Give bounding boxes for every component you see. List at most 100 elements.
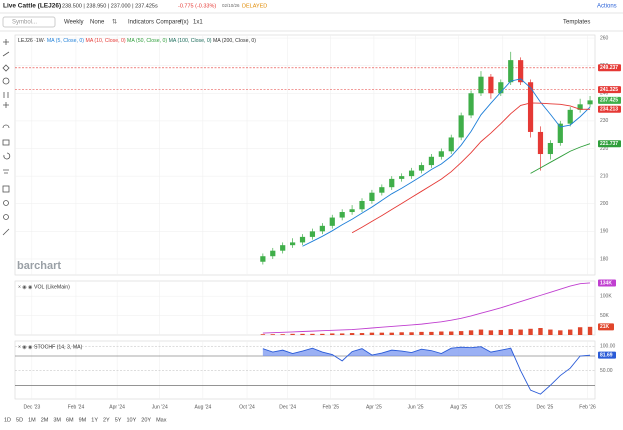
x-tick-label: Jun '25 <box>408 404 424 410</box>
measure-icon[interactable] <box>2 228 10 236</box>
delete-icon[interactable] <box>2 185 10 193</box>
price-label-box <box>598 64 621 72</box>
range-button[interactable]: 5D <box>16 417 23 423</box>
x-tick-label: Feb '25 <box>323 404 340 410</box>
y-tick-label: 190 <box>600 229 609 235</box>
text-icon[interactable] <box>3 102 9 108</box>
candle-body <box>339 212 345 218</box>
candle-body <box>379 187 385 193</box>
volume-bar <box>488 330 494 335</box>
range-button[interactable]: Max <box>156 417 167 423</box>
range-button[interactable]: 2M <box>41 417 49 423</box>
shape-icon[interactable] <box>2 64 10 72</box>
candle-body <box>399 176 405 179</box>
y-tick-label: 180 <box>600 256 609 262</box>
candle-body <box>537 131 544 155</box>
range-button[interactable]: 20Y <box>141 417 151 423</box>
candle-body <box>418 165 425 171</box>
legend: LEJ26 ·1W· MA (5, Close, 0) MA (10, Clos… <box>18 38 256 44</box>
compare-button[interactable]: Compare <box>156 20 181 26</box>
fx-button[interactable]: f(x) <box>180 20 189 26</box>
volume-bar <box>468 330 474 335</box>
candle-body <box>309 231 316 237</box>
candle-body <box>557 123 563 143</box>
range-button[interactable]: 9M <box>79 417 87 423</box>
range-button[interactable]: 5Y <box>115 417 122 423</box>
candle-body <box>290 242 296 246</box>
candle-body <box>280 245 286 251</box>
date: 02/10/26 <box>222 3 240 8</box>
zoom-out-icon[interactable] <box>3 214 9 220</box>
volume-bar <box>270 334 275 335</box>
volume-bar <box>528 328 533 335</box>
volume-bar <box>409 332 414 335</box>
volume-bar <box>369 332 375 335</box>
search-box[interactable] <box>2 16 56 28</box>
legend-icons: × ◉ ◉ <box>18 284 33 290</box>
x-tick-label: Dec '24 <box>279 404 296 410</box>
volume-bar <box>518 329 523 335</box>
candle-body <box>389 178 395 188</box>
x-tick-label: Apr '24 <box>109 404 125 410</box>
zoom-in-icon[interactable] <box>3 200 9 206</box>
y-tick-label: 50.00 <box>600 368 613 374</box>
range-button[interactable]: 2Y <box>103 417 110 423</box>
layers-icon[interactable] <box>3 169 9 174</box>
status: DELAYED <box>242 3 267 9</box>
x-tick-label: Apr '25 <box>366 404 382 410</box>
volume-bar <box>300 333 305 335</box>
range-button[interactable]: 10Y <box>126 417 136 423</box>
candle-body <box>270 250 276 257</box>
legend-icons: × ◉ ◉ <box>18 344 33 350</box>
volume-bar <box>478 329 484 335</box>
value-label-box <box>598 323 614 331</box>
candle-body <box>498 82 504 94</box>
volume-bar <box>538 328 543 335</box>
draw-icon[interactable]: ⇅ <box>112 20 117 26</box>
plots: Dec '23 Feb '24 Apr '24 Jun '24 Aug '24 Oct '… <box>4 34 621 423</box>
y-tick-label: 210 <box>600 173 609 179</box>
candle-body <box>438 151 444 157</box>
layout-button[interactable]: 1x1 <box>193 20 203 26</box>
value-label: 21K <box>600 324 610 330</box>
volume-bar <box>320 333 325 335</box>
none-button[interactable]: None <box>90 20 105 26</box>
indicators-button[interactable]: Indicators <box>128 20 154 26</box>
line-icon[interactable] <box>2 51 10 57</box>
crosshair-icon[interactable] <box>3 39 9 45</box>
x-tick-label: Aug '25 <box>450 404 467 410</box>
interval-button[interactable]: Weekly <box>64 20 84 26</box>
candle-body <box>488 76 494 94</box>
change: -0.775 (-0.33%) <box>178 3 216 9</box>
undo-icon[interactable] <box>3 152 11 160</box>
price-label-box <box>598 96 621 104</box>
volume-bar <box>429 331 434 335</box>
value-label: 81.69 <box>600 353 613 359</box>
price-label: 237.425 <box>600 98 618 104</box>
legend: VOL (LikeMain) <box>34 284 70 290</box>
volume-bar <box>558 330 563 335</box>
y-tick-label: 50K <box>600 313 610 319</box>
range-button[interactable]: 3M <box>53 417 61 423</box>
range-button[interactable]: 1Y <box>91 417 98 423</box>
fib-icon[interactable] <box>3 92 9 98</box>
actions-button[interactable]: Actions <box>597 4 617 10</box>
volume-bar <box>280 334 285 335</box>
lock-icon[interactable] <box>2 139 10 146</box>
range-button[interactable]: 6M <box>66 417 74 423</box>
x-tick-label: Jun '24 <box>152 404 168 410</box>
candle-body <box>478 76 484 94</box>
circle-icon[interactable] <box>2 77 10 85</box>
volume-bar <box>498 329 504 335</box>
legend-item: MA (200, Close, 0) <box>213 38 256 44</box>
left-toolbar <box>2 39 11 236</box>
range-button[interactable]: 1D <box>4 417 11 423</box>
volume-bar <box>449 331 454 335</box>
magnet-icon[interactable] <box>2 124 10 129</box>
range-button[interactable]: 1M <box>28 417 36 423</box>
templates-button[interactable]: Templates <box>563 20 590 26</box>
x-tick-label: Dec '25 <box>537 404 554 410</box>
price-label: 234.213 <box>600 107 618 113</box>
